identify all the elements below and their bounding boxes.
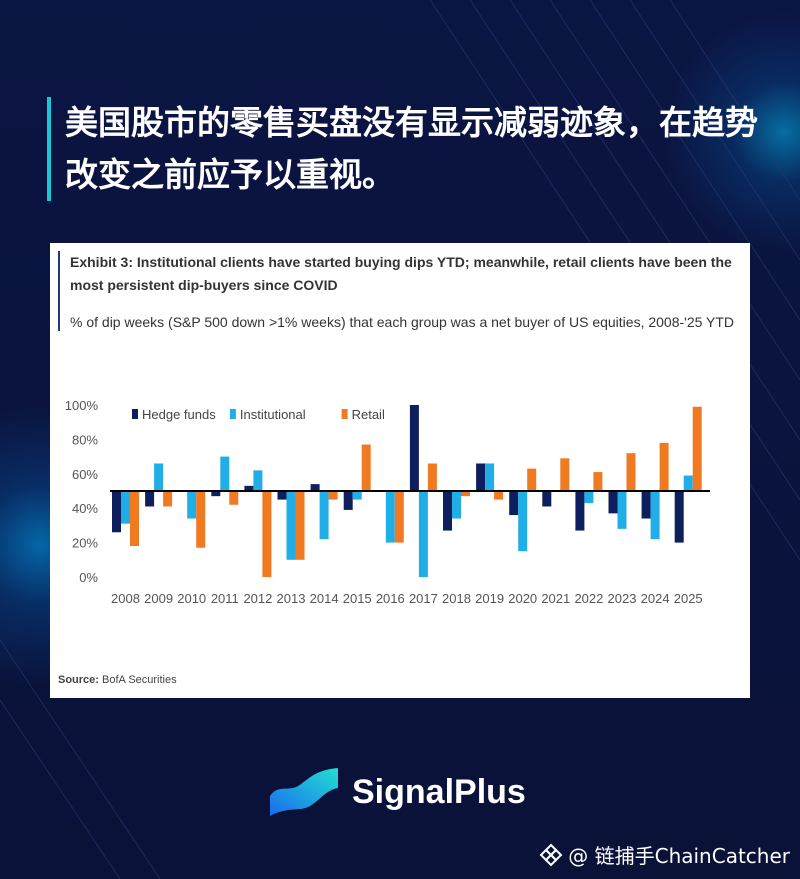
bar [641, 491, 651, 519]
x-tick-label: 2017 [409, 591, 438, 606]
y-tick-label: 80% [72, 432, 98, 447]
bar [187, 491, 197, 519]
exhibit-title: Exhibit 3: Institutional clients have st… [70, 254, 732, 293]
bar [394, 491, 404, 543]
bar [509, 491, 519, 516]
bar [650, 491, 660, 540]
bar [295, 491, 305, 560]
bar [542, 491, 552, 507]
x-tick-label: 2009 [144, 591, 173, 606]
bar [518, 491, 528, 552]
x-tick-label: 2018 [442, 591, 471, 606]
legend-swatch [341, 409, 348, 419]
bar [130, 491, 139, 547]
y-tick-label: 60% [72, 467, 98, 482]
bar [319, 491, 329, 540]
source-text: BofA Securities [98, 674, 177, 686]
watermark-text: @ 链捕手ChainCatcher [568, 844, 790, 868]
exhibit-subtitle: % of dip weeks (S&P 500 down >1% weeks) … [70, 314, 735, 330]
bar [527, 468, 537, 491]
bar [608, 491, 618, 514]
y-tick-label: 0% [79, 570, 98, 585]
bar [154, 463, 164, 491]
legend-label: Institutional [240, 407, 306, 422]
legend-swatch [229, 409, 236, 419]
bar [145, 491, 155, 507]
x-tick-label: 2015 [343, 591, 372, 606]
bar [617, 491, 627, 529]
legend-label: Retail [352, 407, 385, 422]
x-tick-label: 2019 [475, 591, 504, 606]
x-tick-label: 2016 [376, 591, 405, 606]
bar [196, 491, 206, 548]
bar [452, 491, 461, 519]
bar [560, 458, 570, 491]
bar [683, 475, 693, 491]
bar [659, 442, 669, 491]
legend-label: Hedge funds [142, 407, 216, 422]
x-tick-label: 2023 [608, 591, 637, 606]
bar [418, 491, 428, 577]
diamond-logo-icon [539, 843, 563, 866]
bar [229, 491, 239, 505]
bar [575, 491, 585, 531]
x-tick-label: 2011 [211, 591, 239, 606]
legend-swatch [132, 409, 138, 419]
bar [361, 444, 371, 491]
bar [262, 491, 272, 577]
bar [584, 491, 594, 504]
bar [409, 405, 419, 491]
headline: 美国股市的零售买盘没有显示减弱迹象，在趋势改变之前应予以重视。 [47, 97, 765, 201]
x-tick-label: 2024 [641, 591, 670, 606]
x-tick-label: 2025 [674, 591, 703, 606]
bar [328, 491, 338, 500]
x-tick-label: 2021 [541, 591, 570, 606]
signalplus-logo-icon [270, 768, 338, 816]
bar [343, 491, 353, 510]
brand-name: SignalPlus [352, 772, 526, 811]
bar [244, 485, 254, 491]
bar [674, 491, 684, 543]
bar [352, 491, 362, 500]
exhibit-header: Exhibit 3: Institutional clients have st… [58, 251, 746, 331]
bar [163, 491, 173, 507]
bar [220, 456, 230, 491]
x-tick-label: 2022 [574, 591, 603, 606]
bar [461, 491, 470, 497]
y-tick-label: 100% [65, 398, 99, 413]
bar [427, 463, 437, 491]
bar [277, 491, 287, 500]
bar [494, 491, 504, 500]
watermark: @ 链捕手ChainCatcher [538, 840, 790, 869]
bar [692, 406, 702, 491]
x-tick-label: 2014 [310, 591, 339, 606]
bar-chart: 100% 80% 60% 40% 20% 0% Hedge funds Institution… [65, 398, 710, 606]
brand: SignalPlus [268, 766, 526, 818]
x-tick-label: 2020 [508, 591, 537, 606]
y-tick-label: 40% [72, 501, 98, 516]
source-label: Source: [58, 674, 99, 686]
bar [121, 491, 130, 524]
x-tick-label: 2010 [177, 591, 206, 606]
bar [211, 491, 221, 497]
bar [385, 491, 395, 543]
bar [112, 491, 121, 533]
y-tick-label: 20% [72, 536, 98, 551]
bar [476, 463, 486, 491]
bar [286, 491, 296, 560]
x-tick-label: 2008 [111, 591, 140, 606]
x-tick-label: 2013 [277, 591, 306, 606]
source-note: Source: BofA Securities [58, 674, 177, 686]
bar [593, 472, 603, 491]
bar [626, 453, 636, 491]
bar [443, 491, 452, 531]
chart-card: Exhibit 3: Institutional clients have st… [50, 243, 750, 698]
bar [310, 484, 320, 491]
bar [485, 463, 495, 491]
x-tick-label: 2012 [243, 591, 272, 606]
bar [253, 470, 263, 491]
